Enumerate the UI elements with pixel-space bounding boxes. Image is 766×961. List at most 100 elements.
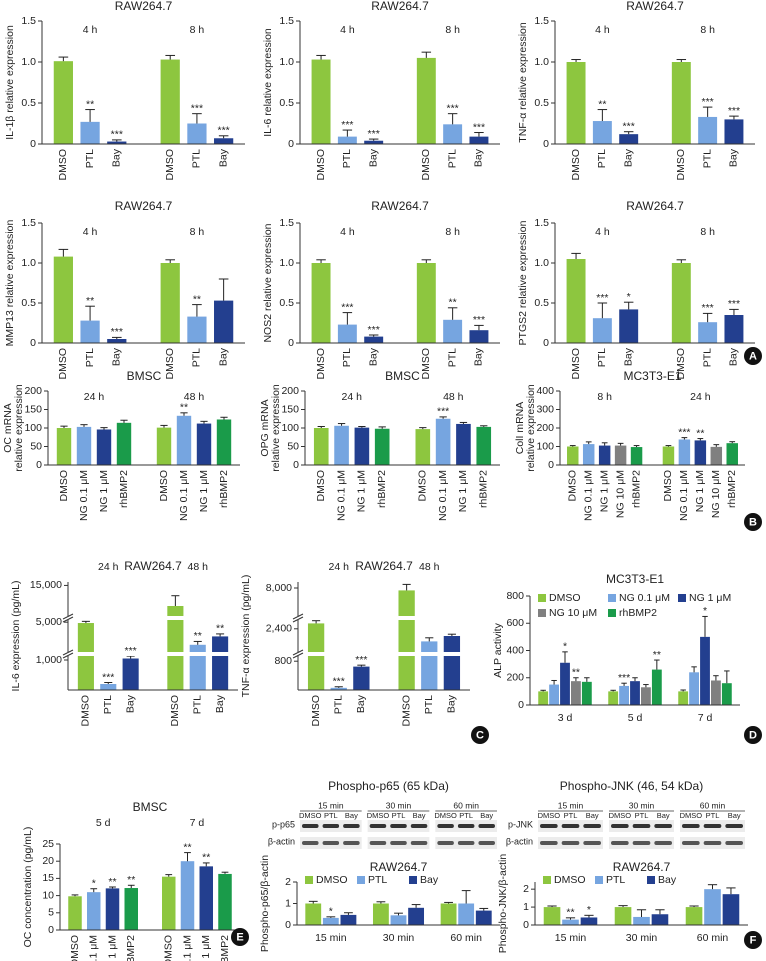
y-axis-label: Phospho-p65/β-actin [259,855,271,952]
x-tick-label: rhBMP2 [376,470,388,508]
blot-band [322,841,340,845]
x-tick-label: 60 min [450,932,482,944]
bar [334,425,349,465]
bar [160,59,180,144]
bar [80,121,100,144]
y-tick-label: 0 [543,138,549,150]
axis-break [62,616,238,620]
blot-band [540,841,558,845]
x-tick-label: Bay [217,148,229,167]
y-axis-label: Phospho-JNK/β-actin [497,854,509,954]
group-label: 4 h [83,226,98,238]
legend-label: NG 10 μM [549,607,597,619]
x-tick-label: NG 1 μM [98,470,110,512]
x-tick-label: DMSO [58,470,70,502]
blot-band [654,824,672,828]
chart-title: RAW264.7 [371,0,429,13]
blot-time: 15 min [558,800,584,810]
group-label: 24 h [329,561,350,573]
significance: *** [437,406,449,418]
group-label: 8 h [190,24,205,36]
y-axis-label: MMP13 relative expression [4,220,16,347]
legend-swatch [608,609,616,617]
x-tick-label: NG 1 μM [106,935,118,961]
y-tick-label: 1.0 [534,56,549,68]
blot-band [725,841,743,845]
panel-letter: D [749,729,757,741]
significance: * [563,641,567,653]
x-tick-label: DMSO [57,149,69,181]
bar [724,315,744,343]
x-tick-label: Bay [728,148,740,167]
bar [543,907,561,925]
significance: *** [618,672,630,684]
x-tick-label: PTL [84,348,96,367]
chart-title: MC3T3-E1 [623,369,681,383]
panel-badge [744,513,762,531]
blot-lane: PTL [635,811,649,820]
y-tick-label: 0.5 [279,97,294,109]
x-tick-label: PTL [191,348,203,367]
significance: *** [102,671,114,683]
y-tick-label: 15,000 [30,579,62,591]
chart-title: BMSC [133,800,168,814]
significance: ** [572,667,580,679]
blot-time: 15 min [318,800,344,810]
chart-title: RAW264.7 [115,199,173,213]
bar [156,427,172,465]
x-tick-label: DMSO [570,149,582,181]
x-tick-label: Bay [217,347,229,366]
x-tick-label: Bay [622,148,634,167]
blot-row-label: β-actin [506,836,533,846]
bar [435,418,451,465]
x-tick-label: Bay [367,347,379,366]
x-tick-label: PTL [84,149,96,168]
bar [581,681,592,705]
bar [614,445,627,465]
bar [305,903,322,925]
blot-lane: Bay [345,811,358,820]
bar [662,446,675,465]
bar [162,876,176,930]
x-tick-label: rhBMP2 [118,470,130,508]
group-label: 24 h [98,561,119,573]
significance: ** [108,876,116,888]
significance: * [329,906,333,918]
bar [76,426,92,465]
y-tick-label: 200 [24,385,42,397]
bar [77,623,94,690]
x-tick-label: DMSO [400,695,412,727]
y-tick-label: 0 [36,459,42,471]
y-tick-label: 1.0 [534,257,549,269]
legend-swatch [678,594,686,602]
blot-lane: DMSO [538,811,561,820]
y-tick-label: 50 [30,440,42,452]
y-tick-label: 1 [285,897,291,909]
bar [337,136,357,144]
blot-band [343,841,360,845]
group-label: 8 h [445,226,460,238]
legend-swatch [595,876,603,884]
x-tick-label: PTL [333,695,345,714]
x-tick-label: NG 1 μM [198,470,210,512]
bar [549,684,559,705]
break-mark [62,616,74,623]
bar [313,428,329,465]
y-tick-label: 0 [543,337,549,349]
y-tick-label: 15 [42,872,54,884]
blot-band [410,824,428,828]
y-tick-label: 800 [506,590,524,602]
panel-badge [744,726,762,744]
y-tick-label: 200 [506,672,524,684]
x-tick-label: NG 1 μM [694,470,706,512]
legend-label: DMSO [316,874,348,886]
x-tick-label: PTL [341,149,353,168]
significance: *** [701,96,713,108]
bar [311,59,331,144]
significance: * [703,605,707,617]
significance: ** [194,630,202,642]
bar [53,256,73,343]
break-mark [292,616,304,623]
significance: ** [193,293,201,305]
